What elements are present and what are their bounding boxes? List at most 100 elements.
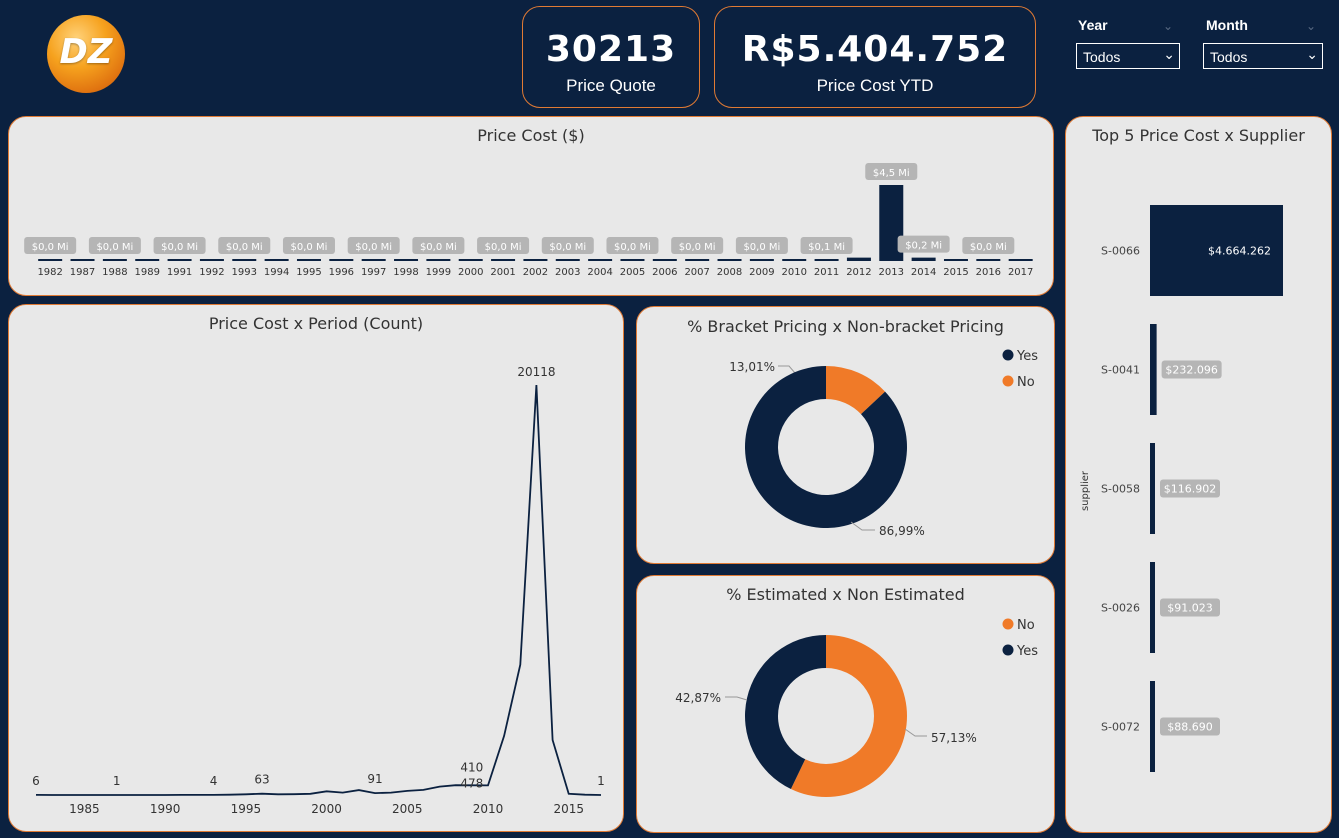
- data-label: $116.902: [1164, 483, 1217, 496]
- chevron-down-icon[interactable]: ⌄: [1306, 19, 1317, 33]
- slice-label: 13,01%: [729, 360, 775, 374]
- data-label-bg: [412, 237, 465, 254]
- bracket-pricing-panel: % Bracket Pricing x Non-bracket Pricing …: [636, 306, 1055, 564]
- slice-label: 57,13%: [931, 731, 977, 745]
- point-label: 1: [113, 774, 121, 788]
- kpi-label: Price Quote: [566, 76, 656, 95]
- x-tick-label: 2006: [652, 267, 677, 278]
- data-label: $0,0 Mi: [355, 242, 392, 253]
- data-label-bg: [735, 237, 788, 254]
- bar: [782, 259, 807, 261]
- price-cost-panel: Price Cost ($) 1982 $0,0 Mi 1987 1988 $0,0 M…: [8, 116, 1054, 296]
- point-label: 63: [254, 773, 269, 787]
- bar: [1150, 681, 1155, 772]
- slice-label: 86,99%: [879, 524, 925, 538]
- donut-slice: [745, 366, 907, 528]
- data-label-bg: [1161, 360, 1222, 379]
- x-tick-label: 1988: [102, 267, 127, 278]
- data-label: $0,0 Mi: [679, 242, 716, 253]
- bar: [717, 259, 742, 261]
- x-tick-label: 2017: [1008, 267, 1033, 278]
- month-select-value: Todos: [1210, 49, 1248, 65]
- bar: [685, 259, 710, 261]
- bar: [102, 259, 127, 261]
- bar: [426, 259, 451, 261]
- data-label-bg: [541, 237, 594, 254]
- x-tick-label: 1992: [199, 267, 224, 278]
- slice-label: 42,87%: [675, 691, 721, 705]
- data-label-bg: [1160, 717, 1220, 736]
- kpi-value: R$5.404.752: [741, 29, 1009, 70]
- kpi-card-price-quote: 30213 Price Quote: [522, 6, 700, 108]
- donut-slice: [790, 635, 907, 797]
- bar: [70, 259, 95, 261]
- chart-title: Price Cost x Period (Count): [208, 314, 424, 333]
- x-tick-label: 2009: [749, 267, 774, 278]
- chevron-down-icon: ⌄: [1163, 46, 1175, 62]
- x-tick-label: 1987: [70, 267, 95, 278]
- data-label-bg: [24, 237, 77, 254]
- bar: [458, 259, 483, 261]
- x-tick-label: 1993: [232, 267, 257, 278]
- bar: [199, 259, 224, 261]
- x-tick-label: 2004: [587, 267, 612, 278]
- data-label-bg: [282, 237, 335, 254]
- bar: [264, 259, 289, 261]
- x-tick-label: 2007: [684, 267, 709, 278]
- bar: [588, 259, 613, 261]
- month-select[interactable]: Todos ⌄: [1203, 43, 1323, 69]
- x-tick-label: 2005: [392, 802, 423, 816]
- x-tick-label: 1990: [150, 802, 181, 816]
- data-label-bg: [1160, 479, 1220, 498]
- bar: [1008, 259, 1033, 261]
- price-cost-chart: 1982 $0,0 Mi 1987 1988 $0,0 Mi 1989 1991 $0,0 M…: [24, 163, 1033, 278]
- legend-marker: [1002, 375, 1014, 387]
- bar: [1150, 443, 1155, 534]
- estimated-panel: % Estimated x Non Estimated 57,13% 42,87%…: [636, 575, 1055, 833]
- x-tick-label: 2000: [311, 802, 342, 816]
- kpi-label: Price Cost YTD: [816, 76, 934, 95]
- chevron-down-icon[interactable]: ⌄: [1163, 19, 1174, 33]
- kpi-value: 30213: [545, 29, 677, 70]
- data-label: $0,0 Mi: [161, 242, 198, 253]
- legend-label: Yes: [1016, 349, 1038, 364]
- x-tick-label: 2005: [620, 267, 645, 278]
- point-label: 20118: [517, 365, 555, 379]
- bar: [749, 259, 774, 261]
- x-tick-label: 2010: [473, 802, 504, 816]
- data-label: $91.023: [1167, 602, 1213, 615]
- data-label-bg: [865, 163, 918, 180]
- donut-slice: [826, 366, 886, 415]
- x-tick-label: 1995: [296, 267, 321, 278]
- leader-line: [850, 521, 875, 531]
- x-tick-label: 2012: [846, 267, 871, 278]
- point-label: 4: [210, 774, 218, 788]
- y-tick-label: S-0066: [1101, 245, 1140, 258]
- legend-label: No: [1017, 618, 1035, 633]
- year-select[interactable]: Todos ⌄: [1076, 43, 1180, 69]
- data-label-bg: [88, 237, 141, 254]
- y-tick-label: S-0072: [1101, 721, 1140, 734]
- y-tick-label: S-0026: [1101, 602, 1140, 615]
- bar: [943, 259, 968, 261]
- x-tick-label: 1994: [264, 267, 289, 278]
- point-label: 410: [460, 760, 483, 774]
- legend-marker: [1002, 349, 1014, 361]
- data-label: $232.096: [1165, 364, 1218, 377]
- data-label: $0,0 Mi: [485, 242, 522, 253]
- bar: [555, 259, 580, 261]
- bar: [1150, 324, 1157, 415]
- y-tick-label: S-0058: [1101, 483, 1140, 496]
- x-tick-label: 2014: [911, 267, 936, 278]
- bar: [296, 259, 321, 261]
- filter-label-month: Month: [1206, 17, 1248, 33]
- x-tick-label: 1982: [37, 267, 62, 278]
- x-tick-label: 1991: [167, 267, 192, 278]
- chart-title: Price Cost ($): [477, 126, 585, 145]
- bar: [232, 259, 257, 261]
- bar: [846, 257, 871, 261]
- chart-title: % Bracket Pricing x Non-bracket Pricing: [687, 317, 1004, 336]
- top5-supplier-panel: Top 5 Price Cost x Supplier supplier S-00…: [1065, 116, 1332, 833]
- leader-line: [778, 365, 796, 374]
- bar: [38, 259, 63, 261]
